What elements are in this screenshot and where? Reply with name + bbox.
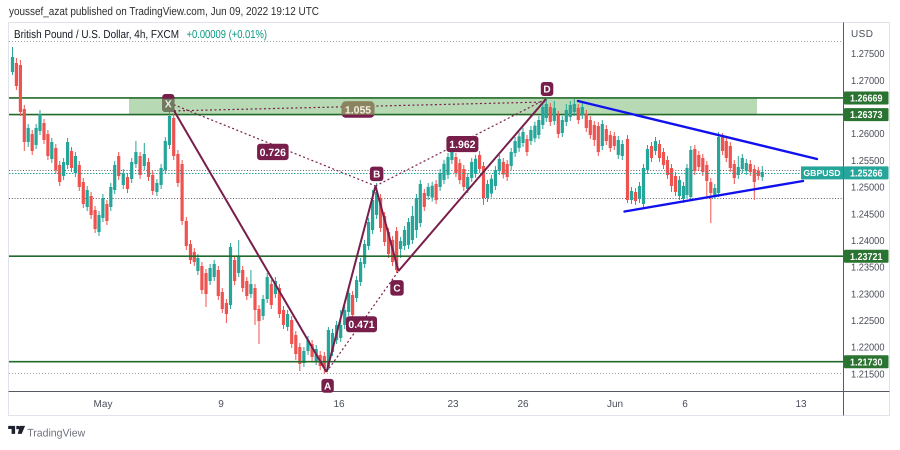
svg-text:1.25266: 1.25266	[850, 169, 883, 180]
svg-text:USD: USD	[851, 29, 873, 40]
svg-text:1.25000: 1.25000	[851, 183, 885, 194]
svg-text:1.27000: 1.27000	[851, 76, 885, 87]
svg-text:Jun: Jun	[607, 399, 623, 410]
svg-text:C: C	[393, 283, 400, 294]
svg-text:1.21500: 1.21500	[851, 369, 885, 380]
svg-text:26: 26	[517, 399, 529, 410]
svg-text:1.21730: 1.21730	[850, 357, 883, 368]
svg-text:13: 13	[795, 399, 807, 410]
svg-text:1.23721: 1.23721	[850, 252, 883, 263]
svg-text:1.22000: 1.22000	[851, 343, 885, 354]
svg-text:1.055: 1.055	[345, 104, 371, 116]
svg-text:1.24500: 1.24500	[851, 209, 885, 220]
svg-text:D: D	[543, 85, 550, 96]
svg-text:1.24000: 1.24000	[851, 236, 885, 247]
svg-text:GBPUSD: GBPUSD	[803, 168, 840, 178]
svg-text:1.26000: 1.26000	[851, 129, 885, 140]
svg-text:+0.00009 (+0.01%): +0.00009 (+0.01%)	[187, 29, 268, 41]
svg-text:6: 6	[682, 399, 688, 410]
svg-text:B: B	[373, 169, 380, 180]
svg-text:1.962: 1.962	[449, 139, 475, 151]
svg-text:0.471: 0.471	[348, 319, 374, 331]
svg-text:1.23500: 1.23500	[851, 263, 885, 274]
svg-text:0.726: 0.726	[260, 147, 286, 159]
svg-text:1.27500: 1.27500	[851, 49, 885, 60]
svg-text:May: May	[94, 399, 113, 410]
svg-text:16: 16	[333, 399, 345, 410]
svg-text:British Pound / U.S. Dollar, 4: British Pound / U.S. Dollar, 4h, FXCM	[14, 29, 179, 41]
svg-text:youssef_azat published on Trad: youssef_azat published on TradingView.co…	[9, 6, 319, 18]
svg-text:X: X	[165, 99, 172, 111]
svg-text:1.26373: 1.26373	[850, 110, 883, 121]
svg-text:1.23000: 1.23000	[851, 289, 885, 300]
svg-text:1.25500: 1.25500	[851, 156, 885, 167]
svg-text:9: 9	[218, 399, 224, 410]
svg-text:A: A	[324, 381, 331, 392]
svg-text:1.26669: 1.26669	[850, 94, 883, 105]
svg-text:TradingView: TradingView	[27, 428, 85, 440]
svg-text:23: 23	[447, 399, 459, 410]
svg-text:1.22500: 1.22500	[851, 316, 885, 327]
